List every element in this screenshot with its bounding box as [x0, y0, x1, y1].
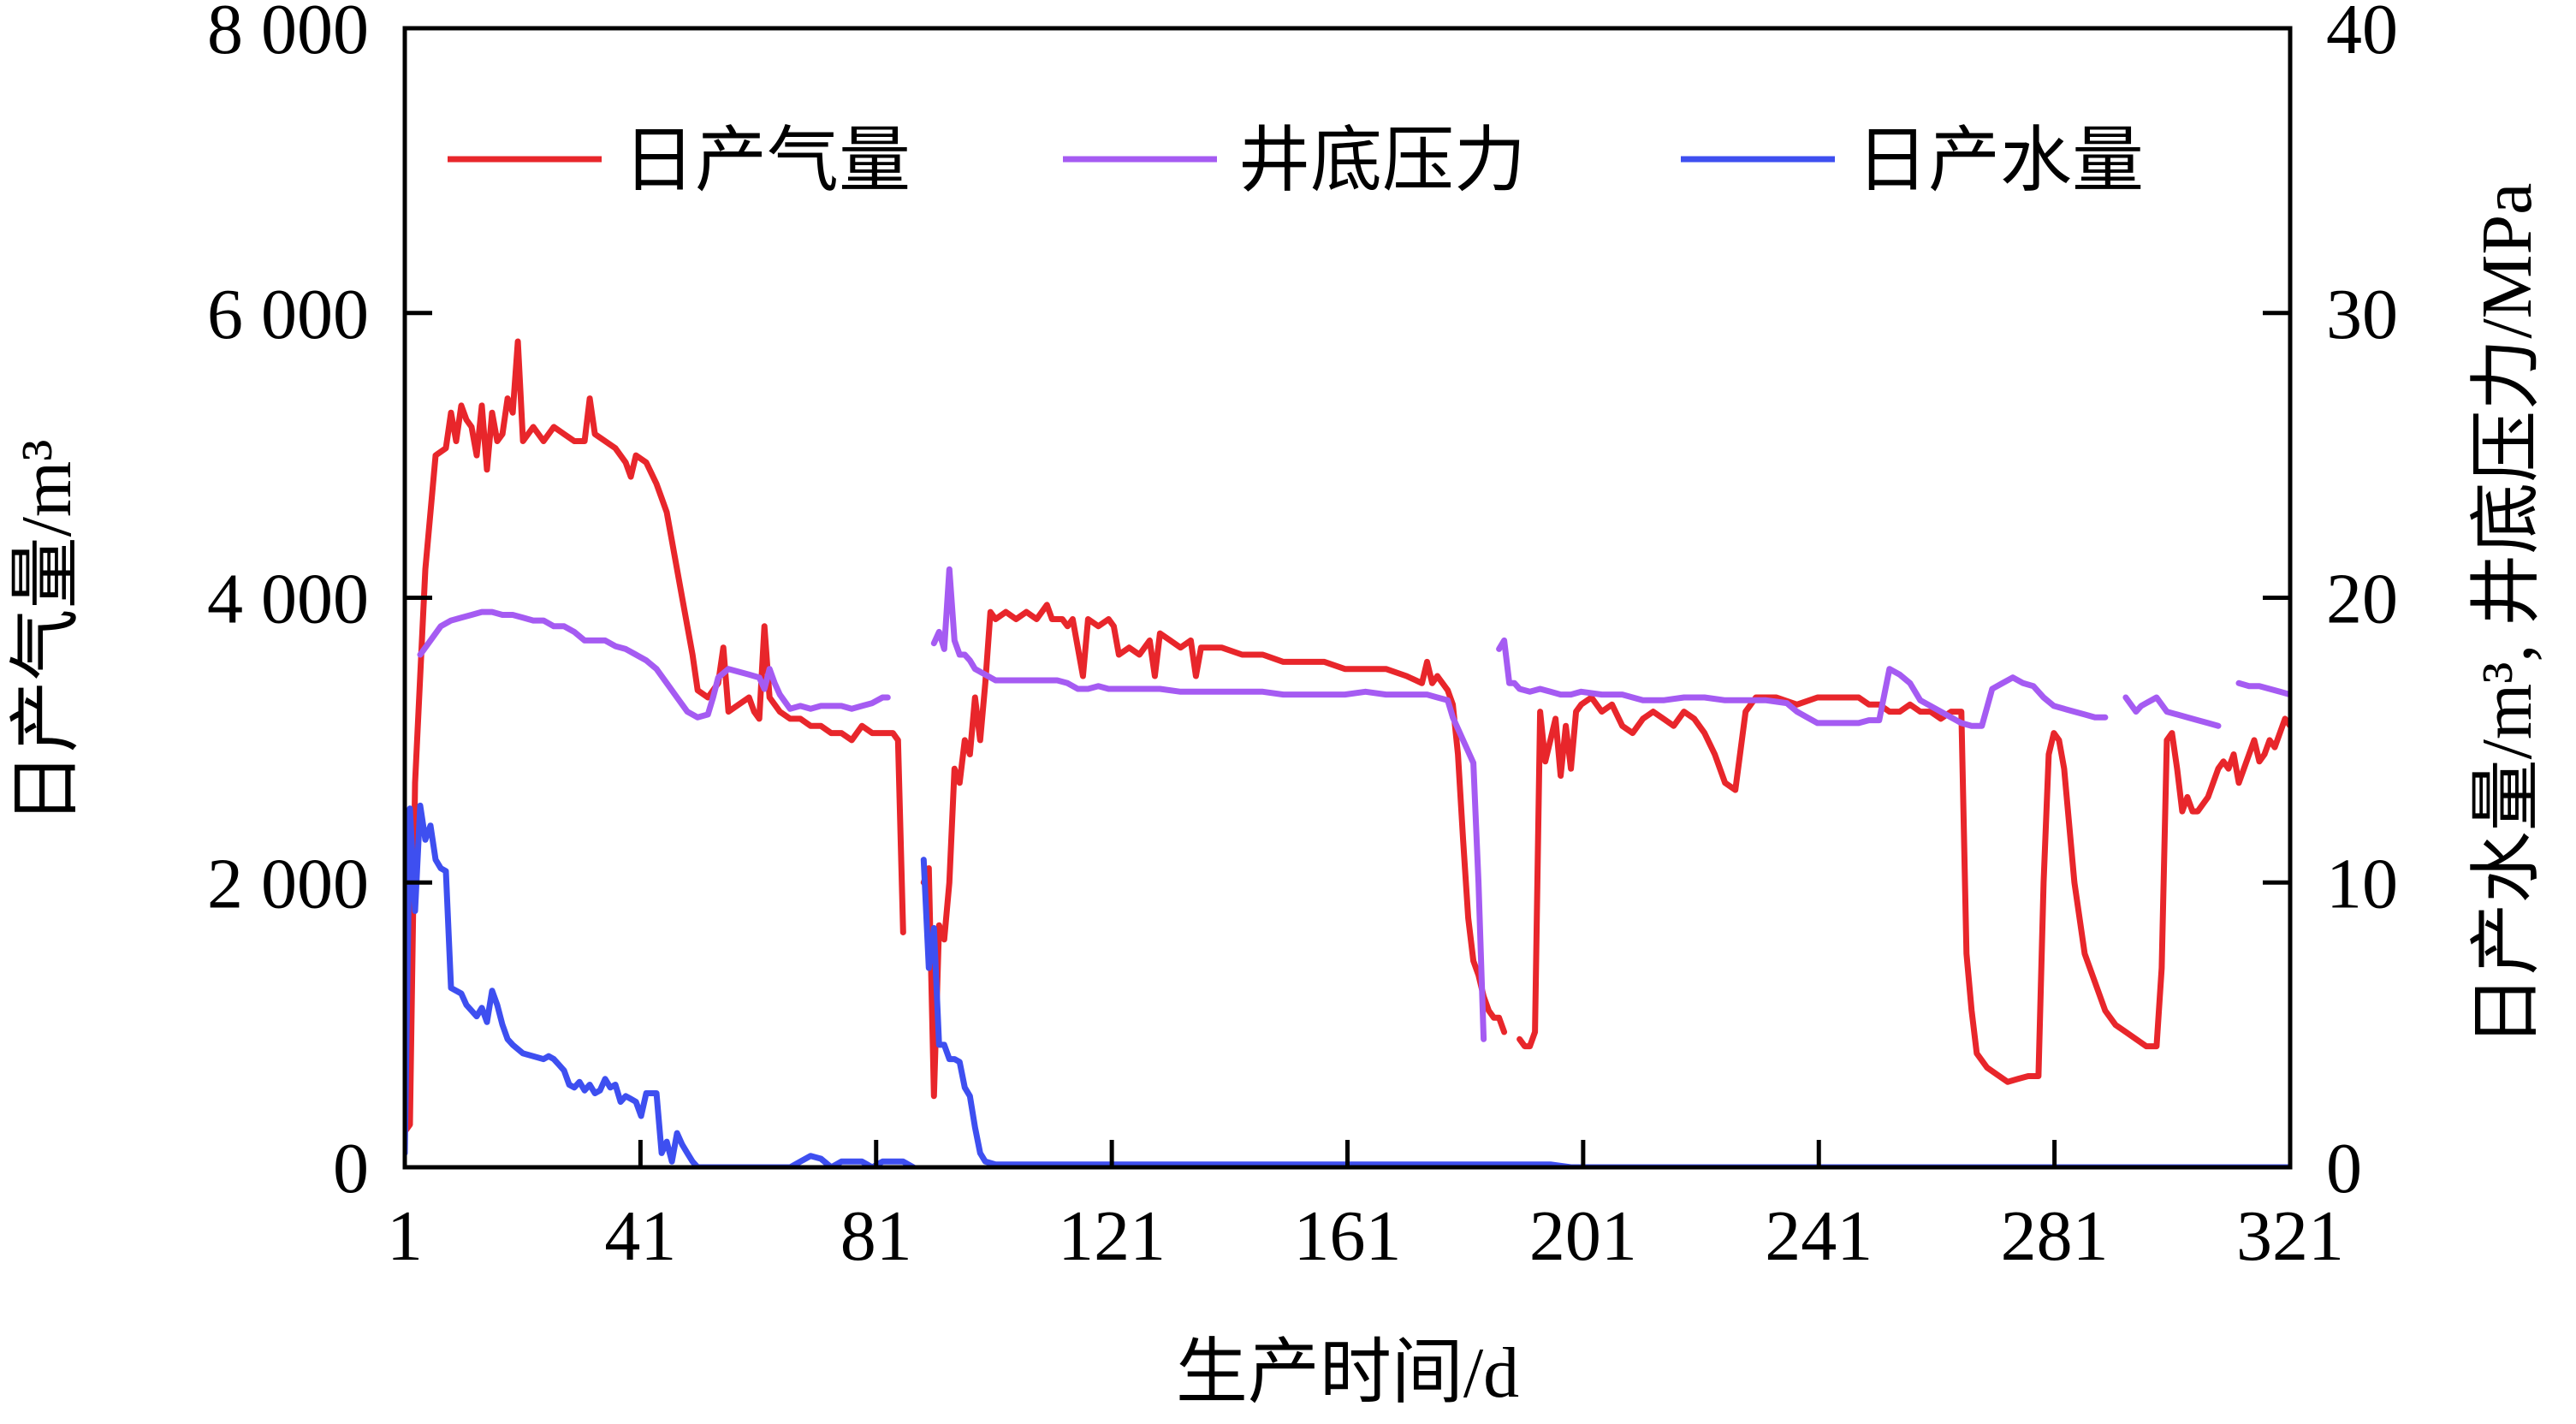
- x-tick-label-8: 321: [2236, 1196, 2344, 1276]
- y-right-tick-label-3: 30: [2326, 275, 2398, 354]
- y-right-tick-label-2: 20: [2326, 560, 2398, 639]
- y-left-axis-title: 日产气量/m³: [7, 440, 86, 825]
- y-right-tick-label-1: 10: [2326, 844, 2398, 923]
- y-left-tick-label-1: 2 000: [207, 844, 369, 923]
- series-line-2-segment-0: [405, 802, 917, 1167]
- series-line-1-segment-3: [2122, 694, 2222, 729]
- series-line-1-segment-0: [417, 608, 891, 721]
- legend-label-2: 日产水量: [1856, 122, 2144, 201]
- y-left-tick-label-2: 4 000: [207, 560, 369, 639]
- y-right-tick-label-4: 40: [2326, 0, 2398, 69]
- legend-label-0: 日产气量: [623, 122, 911, 201]
- y-left-tick-label-3: 6 000: [207, 275, 369, 354]
- series-line-2-segment-1: [920, 857, 2290, 1167]
- series-line-0-segment-0: [405, 338, 906, 1135]
- series-layer: [405, 338, 2290, 1167]
- series-line-0-segment-1: [920, 602, 1508, 1100]
- y-right-axis-title: 日产水量/m³, 井底压力/MPa: [2467, 183, 2547, 1047]
- series-line-1-segment-2: [1496, 637, 2109, 729]
- series-line-1-segment-4: [2235, 679, 2290, 698]
- series-line-1-segment-1: [930, 566, 1487, 1042]
- legend: 日产气量 井底压力 日产水量: [448, 122, 2144, 201]
- x-tick-label-0: 1: [387, 1196, 423, 1276]
- legend-label-1: 井底压力: [1238, 122, 1526, 201]
- x-tick-label-2: 81: [840, 1196, 912, 1276]
- series-line-0-segment-2: [1517, 694, 2290, 1085]
- y-left-tick-label-0: 0: [333, 1129, 369, 1208]
- x-tick-label-7: 281: [2001, 1196, 2109, 1276]
- y-right-tick-label-0: 0: [2326, 1129, 2362, 1208]
- x-tick-label-3: 121: [1058, 1196, 1166, 1276]
- x-tick-label-5: 201: [1529, 1196, 1637, 1276]
- y-left-tick-label-4: 8 000: [207, 0, 369, 69]
- x-tick-label-1: 41: [604, 1196, 676, 1276]
- x-axis-title: 生产时间/d: [1176, 1333, 1519, 1413]
- x-tick-label-6: 241: [1765, 1196, 1873, 1276]
- x-tick-label-4: 161: [1294, 1196, 1402, 1276]
